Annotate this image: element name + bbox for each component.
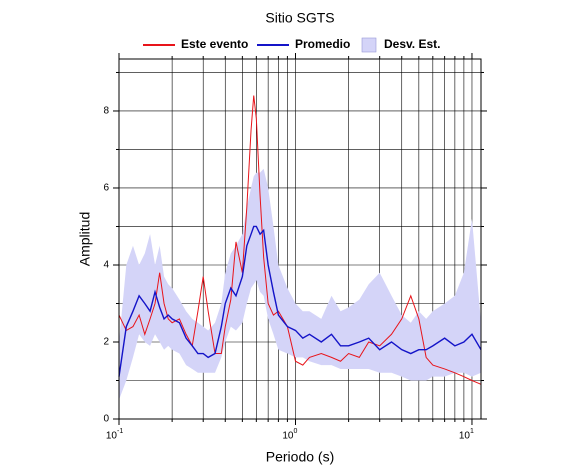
- y-tick-label: 0: [103, 414, 109, 425]
- x-tick-exponent: 1: [470, 428, 474, 435]
- legend-item: Desv. Est.: [361, 37, 440, 53]
- x-tick-label: 10: [459, 431, 471, 442]
- x-tick-label: 10: [282, 431, 294, 442]
- y-tick-label: 2: [103, 337, 109, 348]
- x-tick-label: 10: [106, 431, 118, 442]
- series-line: [118, 225, 482, 377]
- std-band: [119, 168, 481, 400]
- legend-label: Desv. Est.: [384, 37, 440, 51]
- plot-frame: [118, 58, 482, 420]
- legend-label: Este evento: [181, 37, 248, 51]
- legend-item: Este evento: [143, 37, 248, 51]
- chart-title: Sitio SGTS: [265, 10, 334, 26]
- y-tick-label: 4: [103, 260, 109, 271]
- y-axis-label: Amplitud: [77, 212, 93, 266]
- legend-item: Promedio: [257, 37, 350, 51]
- y-tick-label: 6: [103, 183, 109, 194]
- legend-swatch: [361, 37, 377, 53]
- x-tick-exponent: 0: [293, 428, 297, 435]
- y-tick-label: 8: [103, 106, 109, 117]
- x-axis-label: Periodo (s): [266, 449, 334, 465]
- legend-label: Promedio: [295, 37, 350, 51]
- x-tick-exponent: -1: [117, 428, 123, 435]
